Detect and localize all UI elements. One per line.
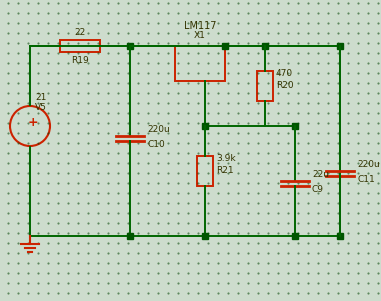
Text: 21: 21 (35, 94, 46, 103)
Bar (175, 46, 225, 81)
Text: R21: R21 (216, 166, 234, 175)
Text: 22u: 22u (312, 170, 329, 179)
Text: R19: R19 (71, 56, 89, 65)
Text: 470: 470 (276, 69, 293, 78)
Text: C10: C10 (147, 140, 165, 149)
Text: X1: X1 (194, 32, 206, 41)
Text: C11: C11 (357, 175, 375, 184)
Text: +: + (28, 116, 38, 129)
Bar (197, 156, 213, 186)
Text: C9: C9 (312, 185, 324, 194)
Text: 3.9k: 3.9k (216, 154, 235, 163)
Bar (257, 71, 273, 101)
Text: R20: R20 (276, 81, 294, 90)
Text: 220u: 220u (357, 160, 380, 169)
Text: 22: 22 (74, 28, 86, 37)
Text: 220u: 220u (147, 125, 170, 134)
Bar (60, 40, 100, 52)
Text: V5: V5 (35, 104, 47, 113)
Text: LM117: LM117 (184, 21, 216, 31)
